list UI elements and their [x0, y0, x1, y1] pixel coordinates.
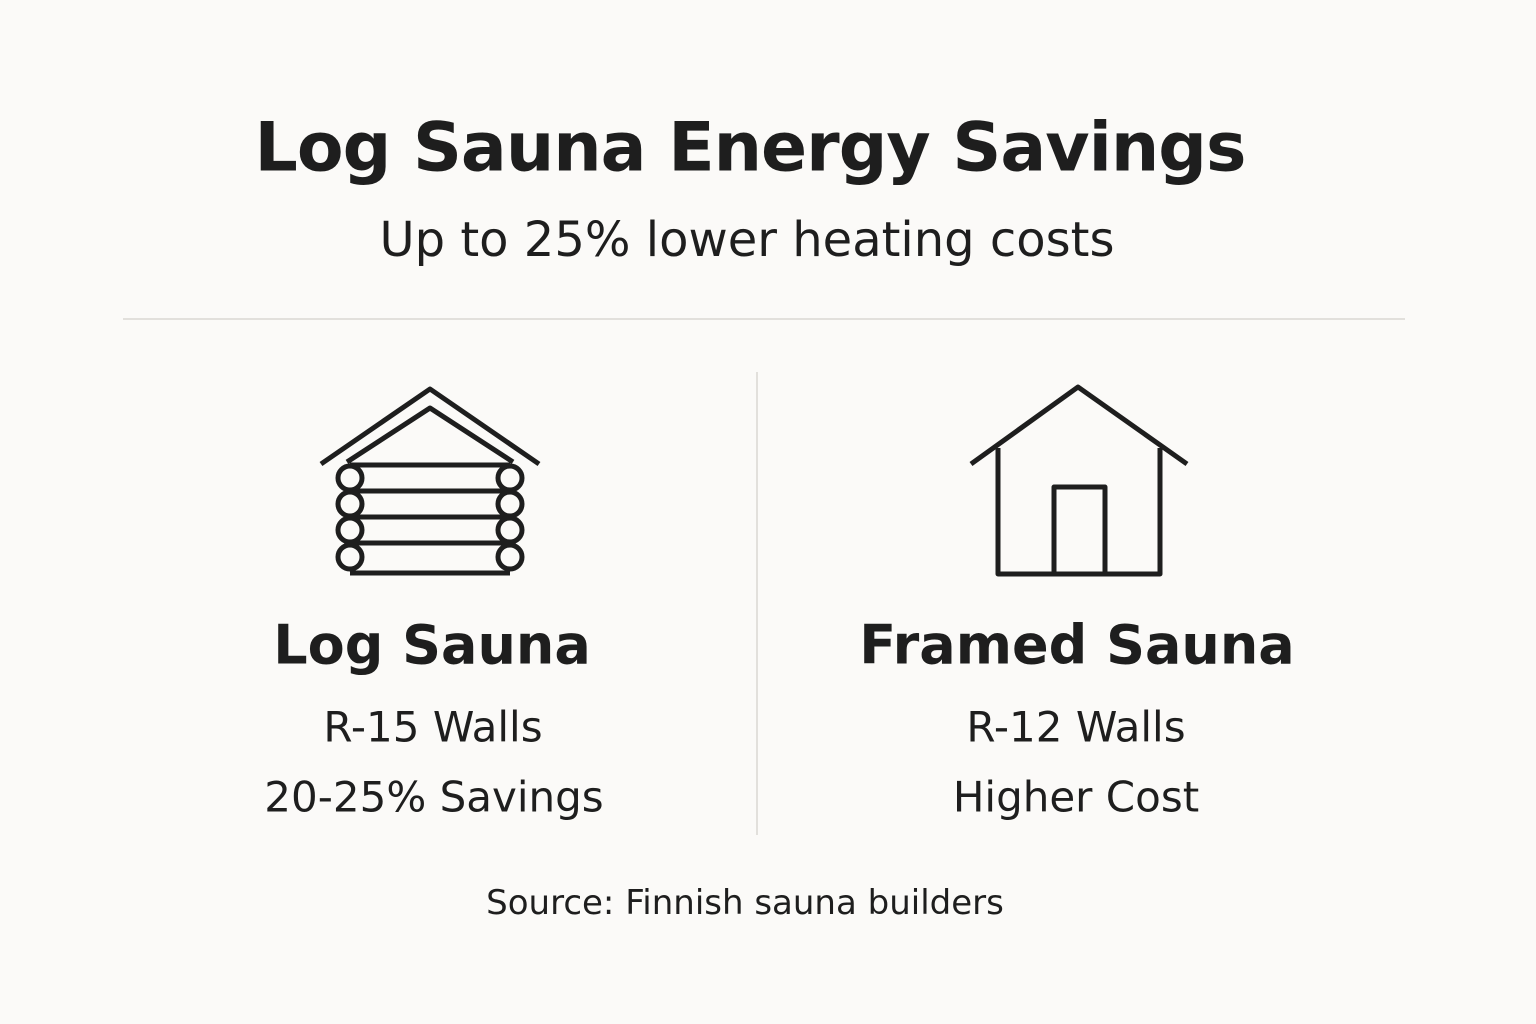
horizontal-divider [123, 318, 1405, 320]
house-icon [969, 384, 1189, 577]
log-sauna-heading: Log Sauna [273, 613, 591, 677]
vertical-divider [756, 372, 758, 835]
framed-sauna-heading: Framed Sauna [859, 613, 1295, 677]
log-sauna-line: R-15 Walls [323, 702, 543, 752]
framed-sauna-line: Higher Cost [952, 772, 1200, 822]
framed-sauna-line: R-12 Walls [966, 702, 1186, 752]
log-sauna-line: 20-25% Savings [264, 772, 604, 822]
page-subtitle: Up to 25% lower heating costs [379, 212, 1115, 268]
source-note: Source: Finnish sauna builders [486, 883, 1004, 923]
log-cabin-icon [319, 386, 541, 576]
page-title: Log Sauna Energy Savings [254, 108, 1247, 188]
